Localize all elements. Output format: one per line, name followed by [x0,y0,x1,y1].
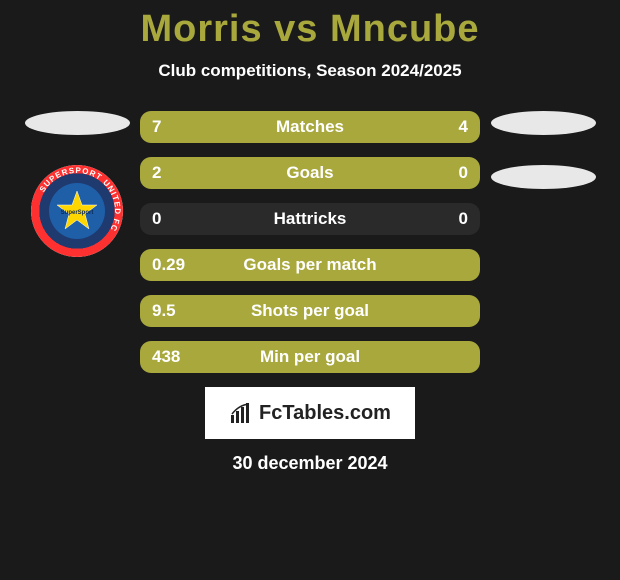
footer-date: 30 december 2024 [0,453,620,474]
stat-left-value: 7 [152,117,161,137]
stat-left-value: 0.29 [152,255,185,275]
subtitle: Club competitions, Season 2024/2025 [0,61,620,81]
stat-row: 9.5 Shots per goal [140,295,480,327]
stat-right-value: 0 [459,163,468,183]
stat-row: 7 Matches 4 [140,111,480,143]
left-side: SUPERSPORT UNITED FC SuperSport [22,111,132,373]
bar-right-fill [402,157,480,189]
stat-left-value: 9.5 [152,301,176,321]
stat-label: Shots per goal [251,301,369,321]
bar-left-fill [140,157,402,189]
svg-text:SuperSport: SuperSport [61,210,94,216]
stat-right-value: 0 [459,209,468,229]
star-icon: SuperSport [53,187,101,235]
footer-brand-text: FcTables.com [259,402,391,425]
right-player-placeholder [491,111,596,135]
stat-left-value: 438 [152,347,180,367]
page-title: Morris vs Mncube [0,8,620,51]
badge-outer-ring: SUPERSPORT UNITED FC SuperSport [31,165,123,257]
stat-label: Matches [276,117,344,137]
bars-icon [229,401,253,425]
right-club-placeholder [491,165,596,189]
left-club-badge: SUPERSPORT UNITED FC SuperSport [31,165,123,257]
footer-brand: FcTables.com [205,387,415,439]
stat-label: Hattricks [274,209,347,229]
badge-center: SuperSport [49,183,105,239]
stat-row: 0.29 Goals per match [140,249,480,281]
main-content: SUPERSPORT UNITED FC SuperSport 7 Matches… [0,111,620,373]
stat-label: Goals per match [243,255,376,275]
stat-left-value: 0 [152,209,161,229]
stat-row: 438 Min per goal [140,341,480,373]
stat-row: 0 Hattricks 0 [140,203,480,235]
stat-label: Min per goal [260,347,360,367]
stat-right-value: 4 [459,117,468,137]
left-player-placeholder [25,111,130,135]
comparison-card: Morris vs Mncube Club competitions, Seas… [0,0,620,474]
stat-row: 2 Goals 0 [140,157,480,189]
stat-bars: 7 Matches 4 2 Goals 0 0 Hattricks 0 0.29 Goals per… [140,111,480,373]
stat-left-value: 2 [152,163,161,183]
right-side [488,111,598,373]
stat-label: Goals [286,163,333,183]
